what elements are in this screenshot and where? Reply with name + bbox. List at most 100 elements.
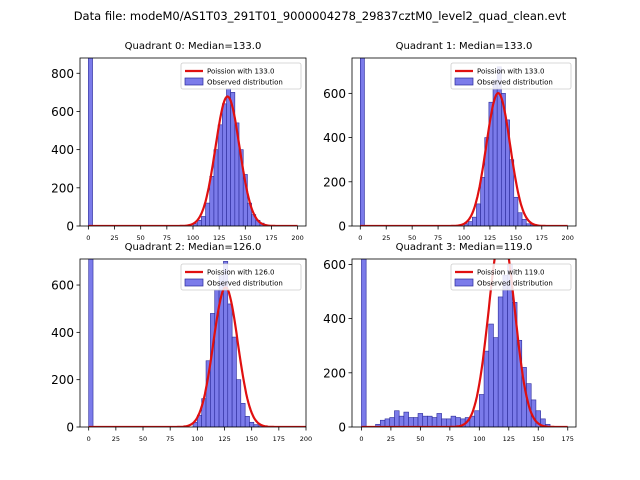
histogram-bar — [359, 58, 365, 226]
histogram-bar — [521, 219, 527, 226]
quadrant-3-data — [361, 259, 568, 427]
y-tick-label: 200 — [323, 175, 346, 189]
quadrant-3-axes-frame — [351, 258, 577, 428]
histogram-bar — [361, 259, 367, 427]
y-tick-label: 0 — [338, 421, 346, 435]
x-tick-label: 125 — [503, 435, 515, 443]
x-tick-label: 200 — [300, 435, 312, 443]
legend-bars-swatch — [454, 77, 474, 86]
quadrant-0-legend: Poission with 133.0 Observed distribution — [180, 62, 302, 90]
x-tick-label: 150 — [245, 435, 257, 443]
histogram-bar — [213, 149, 219, 226]
x-tick-label: 100 — [458, 234, 470, 242]
legend-bars-swatch — [184, 77, 204, 86]
histogram-bar — [436, 413, 442, 427]
x-tick-label: 50 — [416, 435, 424, 443]
legend-bars-label: Observed distribution — [207, 79, 283, 87]
legend-poisson-label: Poission with 119.0 — [477, 269, 545, 277]
quadrant-1-chart: Quadrant 1: Median=133.0 0 25 50 75 100 125 150… — [323, 41, 577, 242]
x-tick-label: 0 — [359, 435, 363, 443]
poisson-curve — [360, 91, 568, 226]
x-tick-label: 150 — [239, 234, 251, 242]
x-tick-label: 25 — [112, 435, 120, 443]
x-tick-label: 100 — [187, 234, 199, 242]
histogram-bar — [408, 417, 414, 427]
x-tick-label: 75 — [163, 234, 171, 242]
quadrant-2-axes-frame — [79, 258, 307, 428]
x-tick-label: 200 — [561, 234, 573, 242]
histogram-bar — [517, 212, 523, 226]
histogram-bar — [446, 418, 452, 427]
x-tick-label: 0 — [86, 234, 90, 242]
histogram-bar — [513, 196, 519, 226]
legend-bars-label: Observed distribution — [477, 79, 553, 87]
y-tick-label: 600 — [51, 105, 74, 119]
x-tick-label: 25 — [387, 435, 395, 443]
quadrant-0-chart: Quadrant 0: Median=133.0 0 25 50 75 100 125 150… — [51, 41, 307, 242]
histogram-bar — [88, 58, 93, 226]
x-tick-label: 75 — [446, 435, 454, 443]
histogram-bar — [231, 336, 237, 427]
x-tick-label: 25 — [110, 234, 118, 242]
y-tick-label: 400 — [323, 131, 346, 145]
histogram-bar — [88, 259, 94, 427]
histogram-bar — [427, 415, 433, 427]
quadrant-3-chart: Quadrant 3: Median=119.0 0 25 50 75 100 125 150… — [323, 242, 577, 443]
histogram-bar — [201, 216, 206, 226]
histogram-bar — [467, 221, 473, 226]
histogram-bar — [226, 88, 231, 226]
x-tick-label: 175 — [562, 435, 574, 443]
quadrant-1-legend: Poission with 133.0 Observed distribution — [450, 62, 572, 90]
y-tick-label: 400 — [51, 326, 74, 340]
histogram-bar — [483, 350, 490, 427]
histogram-bar — [384, 418, 391, 427]
histogram-bar — [476, 203, 481, 226]
legend-poisson-label: Poission with 133.0 — [477, 68, 545, 76]
x-tick-label: 50 — [139, 435, 147, 443]
legend-bars-label: Observed distribution — [207, 280, 283, 288]
histogram-bar — [394, 410, 400, 427]
histogram-bar — [217, 124, 223, 226]
quadrant-1-title: Quadrant 1: Median=133.0 — [396, 41, 533, 52]
legend-bars-swatch — [454, 278, 474, 287]
histogram-bar — [249, 421, 255, 427]
poisson-curve — [88, 95, 298, 226]
y-tick-label: 0 — [66, 220, 74, 234]
x-tick-label: 75 — [166, 435, 174, 443]
poisson-curve — [361, 259, 568, 427]
histogram-bar — [244, 416, 250, 427]
histogram-bar — [450, 415, 457, 427]
histogram-bar — [205, 202, 211, 226]
x-tick-label: 50 — [137, 234, 145, 242]
histogram-bar — [479, 394, 485, 427]
x-tick-label: 200 — [291, 234, 303, 242]
y-tick-label: 200 — [323, 366, 346, 380]
histogram-bar — [422, 415, 428, 427]
histogram-bar — [493, 337, 499, 427]
legend-box — [180, 62, 302, 90]
y-tick-label: 400 — [51, 143, 74, 157]
legend-poisson-label: Poission with 133.0 — [207, 68, 275, 76]
quadrant-1-data — [359, 58, 568, 226]
x-tick-label: 150 — [510, 234, 522, 242]
histogram-bar — [471, 216, 477, 226]
y-tick-label: 200 — [51, 373, 74, 387]
quadrant-2-chart: Quadrant 2: Median=126.0 0 25 50 75 100 125 150… — [51, 242, 312, 443]
histogram-bar — [403, 411, 409, 427]
quadrant-2-title: Quadrant 2: Median=126.0 — [125, 242, 262, 253]
quadrant-3-title: Quadrant 3: Median=119.0 — [396, 242, 533, 253]
legend-bars-swatch — [184, 278, 204, 287]
y-tick-label: 600 — [323, 258, 346, 272]
histogram-bar — [431, 417, 438, 427]
quadrant-3-legend: Poission with 119.0 Observed distribution — [450, 263, 572, 291]
legend-bars-label: Observed distribution — [477, 280, 553, 288]
y-tick-label: 600 — [51, 279, 74, 293]
y-tick-label: 0 — [338, 220, 346, 234]
x-tick-label: 150 — [532, 435, 544, 443]
legend-poisson-label: Poission with 126.0 — [207, 269, 275, 277]
legend-box — [450, 263, 572, 291]
histogram-bar — [497, 296, 504, 427]
x-tick-label: 100 — [191, 435, 203, 443]
poisson-curve — [88, 286, 306, 427]
